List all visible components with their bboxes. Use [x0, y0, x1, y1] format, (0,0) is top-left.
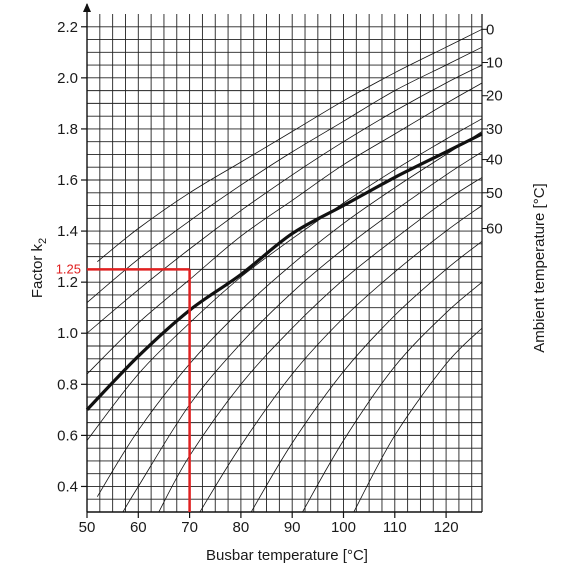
ambient-label: 0	[486, 21, 494, 38]
y-tick-label: 2.0	[57, 70, 78, 87]
y-tick-label: 2.2	[57, 19, 78, 36]
y-tick-label: 1.2	[57, 274, 78, 291]
x-tick-label: 100	[331, 519, 356, 536]
x-tick-label: 110	[383, 519, 407, 536]
curves	[85, 28, 483, 513]
x-tick-label: 90	[284, 519, 301, 536]
ambient-curve-90	[250, 240, 483, 513]
ambient-curve-100	[302, 281, 483, 513]
ambient-curve-30	[86, 82, 483, 375]
y-tick-label: 1.8	[57, 121, 78, 138]
annotation-label: 1.25	[56, 261, 81, 276]
axes	[83, 3, 483, 513]
y-axis-title-main: Factor k	[29, 243, 46, 298]
x-tick-label: 80	[233, 519, 250, 536]
y-tick-label: 1.0	[57, 325, 78, 342]
ambient-label: 40	[486, 152, 503, 169]
x-axis-title: Busbar temperature [°C]	[206, 547, 368, 564]
y-axis-title-subscript: 2	[37, 238, 49, 244]
y-tick-label: 0.6	[57, 427, 78, 444]
ambient-label: 20	[486, 88, 503, 105]
x-tick-label: 50	[79, 519, 96, 536]
x-tick-labels: 50 60 70 80 90 100 110 120	[79, 512, 459, 536]
annotation: 1.25	[56, 261, 191, 512]
ambient-label: 30	[486, 121, 503, 138]
ambient-curve-80	[199, 205, 483, 513]
ambient-label: 60	[486, 221, 503, 238]
ambient-curve-20	[86, 64, 483, 334]
y-axis-title: Factor k2	[29, 238, 49, 298]
x-tick-label: 120	[434, 519, 459, 536]
x-tick-label: 70	[181, 519, 198, 536]
ambient-curve-60	[122, 151, 483, 513]
ambient-curve-50	[96, 131, 483, 497]
ambient-curve-70	[158, 177, 483, 513]
grid	[87, 14, 482, 512]
ambient-curve-0	[97, 28, 483, 263]
right-axis-title: Ambient temperature [°C]	[531, 183, 548, 352]
x-tick-label: 60	[130, 519, 147, 536]
y-tick-label: 0.8	[57, 376, 78, 393]
ambient-curve-40	[86, 118, 483, 441]
ambient-label: 10	[486, 55, 503, 72]
ambient-curve-10	[86, 46, 483, 303]
ambient-curve-110	[353, 327, 483, 513]
reference-curve	[85, 132, 483, 411]
ambient-label: 50	[486, 185, 503, 202]
y-axis-arrow	[83, 3, 91, 12]
ambient-temperature-labels: 0 10 20 30 40 50 60	[482, 21, 503, 238]
y-tick-label: 0.4	[57, 478, 78, 495]
y-tick-labels: 0.4 0.6 0.8 1.0 1.2 1.4 1.6 1.8 2.0 2.2	[57, 19, 87, 495]
y-tick-label: 1.4	[57, 223, 78, 240]
y-tick-label: 1.6	[57, 172, 78, 189]
